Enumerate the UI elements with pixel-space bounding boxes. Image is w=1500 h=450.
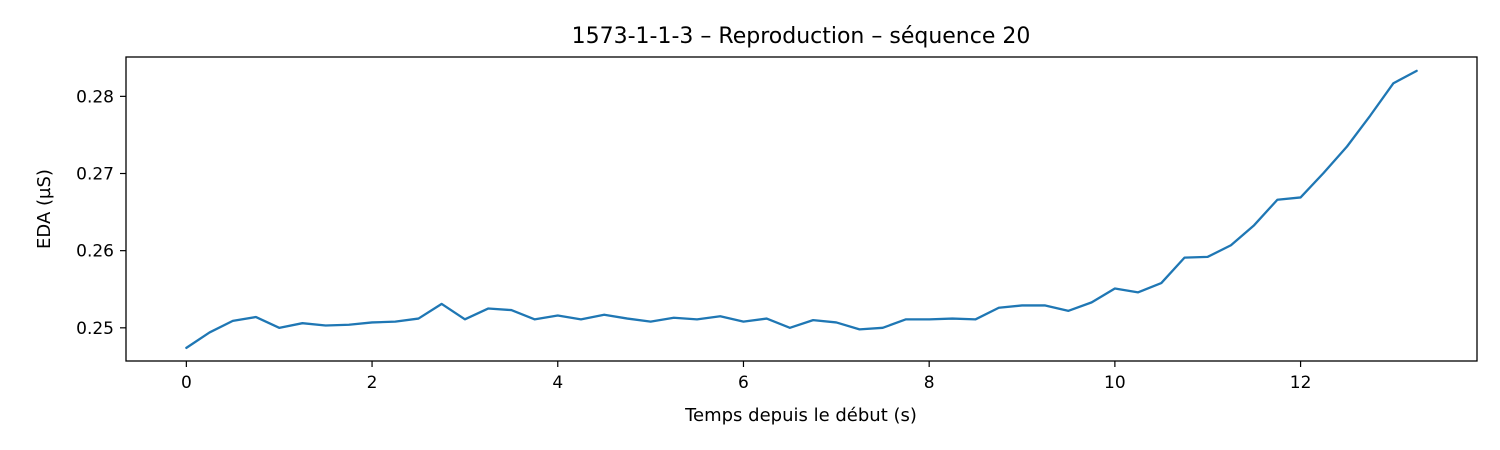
x-tick-label: 6 bbox=[738, 373, 749, 393]
series-line-eda bbox=[185, 69, 1418, 350]
y-tick-label: 0.27 bbox=[76, 165, 114, 185]
x-tick-label: 12 bbox=[1290, 373, 1312, 393]
x-tick-label: 2 bbox=[367, 373, 378, 393]
x-axis-ticks: 0 2 4 6 8 10 12 bbox=[181, 361, 1311, 393]
y-axis-label: EDA (µS) bbox=[34, 169, 55, 249]
chart-title: 1573-1-1-3 – Reproduction – séquence 20 bbox=[572, 24, 1031, 49]
x-axis-label: Temps depuis le début (s) bbox=[684, 405, 917, 426]
x-tick-label: 10 bbox=[1104, 373, 1126, 393]
y-tick-label: 0.28 bbox=[76, 87, 114, 107]
plot-area-background bbox=[126, 57, 1477, 361]
y-tick-label: 0.25 bbox=[76, 319, 114, 339]
x-tick-label: 4 bbox=[552, 373, 563, 393]
y-tick-label: 0.26 bbox=[76, 242, 114, 262]
plot-frame bbox=[125, 56, 1478, 362]
x-tick-label: 0 bbox=[181, 373, 192, 393]
x-tick-label: 8 bbox=[924, 373, 935, 393]
y-axis-ticks: 0.25 0.26 0.27 0.28 bbox=[76, 87, 126, 339]
